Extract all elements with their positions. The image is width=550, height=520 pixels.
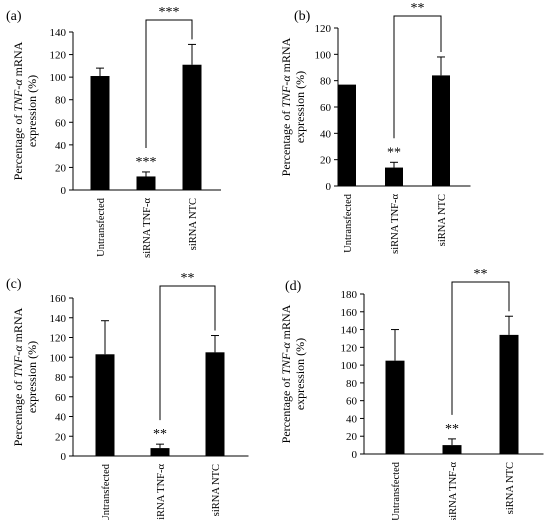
y-tick-label: 140 <box>50 313 67 325</box>
significance-bracket <box>159 285 216 421</box>
bar <box>90 76 110 190</box>
bar <box>205 352 225 456</box>
y-tick-label: 180 <box>341 289 358 301</box>
y-axis-title-line1: Percentage of TNF-α mRNA <box>279 304 293 443</box>
y-tick-label: 80 <box>320 76 332 88</box>
y-axis-title-line2: expression (%) <box>293 338 307 410</box>
y-tick-label: 60 <box>55 392 67 404</box>
y-axis-title-pre: Percentage of <box>279 375 293 444</box>
y-axis-title-line1: Percentage of TNF-α mRNA <box>11 41 25 180</box>
y-tick-label: 80 <box>346 378 358 390</box>
y-tick-label: 120 <box>50 333 67 345</box>
bar <box>182 64 202 190</box>
bar <box>150 448 170 456</box>
y-tick-label: 0 <box>61 185 67 197</box>
y-axis-title-line2: expression (%) <box>25 341 39 413</box>
y-tick-label: 120 <box>50 50 67 62</box>
y-tick-label: 0 <box>352 449 358 461</box>
y-axis-title-post: mRNA <box>11 307 25 345</box>
y-tick-label: 60 <box>320 102 332 114</box>
significance-label: ** <box>445 422 459 437</box>
significance-bracket <box>145 19 193 148</box>
bar <box>385 360 405 454</box>
bracket-label: ** <box>181 271 195 286</box>
panel-label: (a) <box>6 9 22 24</box>
bar <box>95 354 115 456</box>
y-tick-label: 80 <box>55 372 67 384</box>
y-axis-title-line1: Percentage of TNF-α mRNA <box>11 307 25 446</box>
y-axis-title-line1: Percentage of TNF-α mRNA <box>279 37 293 176</box>
significance-bracket <box>451 281 510 415</box>
y-axis-title-gene: TNF-α <box>11 345 25 378</box>
y-tick-label: 100 <box>315 49 332 61</box>
panel-label: (c) <box>6 277 22 292</box>
y-axis-title-pre: Percentage of <box>11 112 25 181</box>
category-label: siRNA TNF-α <box>390 194 401 254</box>
category-label: siRNA TNF-α <box>142 198 153 258</box>
category-label: siRNA TNF-α <box>156 464 167 520</box>
y-tick-label: 40 <box>55 412 67 424</box>
bar <box>442 445 462 454</box>
y-tick-label: 80 <box>55 95 67 107</box>
y-axis-title-gene: TNF-α <box>279 342 293 375</box>
bar <box>136 176 156 190</box>
category-label: siRNA TNF-α <box>448 462 459 520</box>
panel-label: (b) <box>294 9 311 24</box>
y-axis-title-pre: Percentage of <box>11 378 25 447</box>
y-tick-label: 20 <box>55 162 67 174</box>
y-axis-title-gene: TNF-α <box>11 79 25 112</box>
bracket-label: ** <box>411 1 425 16</box>
y-axis-title-pre: Percentage of <box>279 108 293 177</box>
y-axis-title-post: mRNA <box>11 41 25 79</box>
y-tick-label: 20 <box>55 431 67 443</box>
y-tick-label: 60 <box>55 117 67 129</box>
significance-label: *** <box>136 155 157 170</box>
y-tick-label: 100 <box>50 72 67 84</box>
bar <box>499 334 519 454</box>
y-tick-label: 60 <box>346 396 358 408</box>
y-tick-label: 20 <box>346 431 358 443</box>
y-axis-title-post: mRNA <box>279 304 293 342</box>
category-label: Untransfected <box>101 463 112 520</box>
y-tick-label: 20 <box>320 155 332 167</box>
category-label: Untransfected <box>391 461 402 520</box>
y-axis-title-line2: expression (%) <box>25 75 39 147</box>
y-tick-label: 40 <box>55 140 67 152</box>
y-tick-label: 160 <box>341 307 358 319</box>
category-label: siRNA NTC <box>505 462 516 514</box>
y-tick-label: 140 <box>50 27 67 39</box>
category-label: siRNA NTC <box>211 464 222 516</box>
significance-bracket <box>393 15 442 139</box>
y-tick-label: 40 <box>346 413 358 425</box>
category-label: Untransfected <box>343 193 354 253</box>
y-tick-label: 140 <box>341 325 358 337</box>
y-tick-label: 100 <box>341 360 358 372</box>
y-tick-label: 120 <box>341 342 358 354</box>
category-label: siRNA NTC <box>188 198 199 250</box>
bar <box>338 84 356 186</box>
y-axis-title-line2: expression (%) <box>293 71 307 143</box>
y-tick-label: 160 <box>50 293 67 305</box>
significance-label: ** <box>153 427 167 442</box>
y-tick-label: 120 <box>315 23 332 35</box>
y-tick-label: 0 <box>326 181 332 193</box>
significance-label: ** <box>387 145 401 160</box>
y-tick-label: 100 <box>50 352 67 364</box>
category-label: siRNA NTC <box>437 194 448 246</box>
bar <box>385 167 403 186</box>
category-label: Untransfected <box>96 197 107 257</box>
bar <box>432 75 450 186</box>
y-tick-label: 0 <box>61 451 67 463</box>
bracket-label: ** <box>474 267 488 282</box>
y-axis-title-post: mRNA <box>279 37 293 75</box>
y-tick-label: 40 <box>320 128 332 140</box>
panel-label: (d) <box>285 279 302 294</box>
y-axis-title-gene: TNF-α <box>279 75 293 108</box>
bracket-label: *** <box>159 5 180 20</box>
